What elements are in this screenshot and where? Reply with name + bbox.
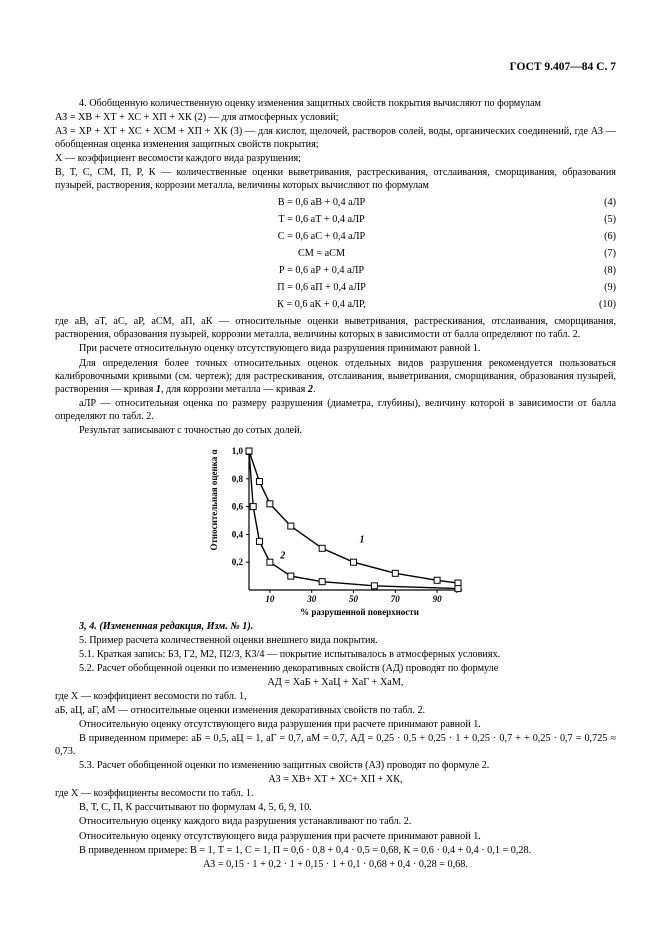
def-vars: В, Т, С, СМ, П, Р, К — количественные оц…: [55, 166, 616, 192]
chart-svg: 0,2 0,4 0,6 0,8 1,0 10 30 50 70 90 % разрушенной п…: [203, 443, 468, 618]
equation-7-text: СМ = аСМ: [55, 247, 588, 260]
def-x: Х — коэффициент весомости каждого вида р…: [55, 152, 616, 165]
page-header: ГОСТ 9.407—84 С. 7: [55, 60, 616, 75]
after-formula-4: аЛР — относительная оценка по размеру ра…: [55, 397, 616, 423]
equation-5-num: (5): [588, 213, 616, 226]
equation-10-text: К = 0,6 аК + 0,4 аЛР,: [55, 298, 588, 311]
para-5-3-rel: Относительную оценку каждого вида разруш…: [55, 815, 616, 828]
para-5-3-v: В, Т, С, П, К рассчитывают по формулам 4…: [55, 801, 616, 814]
calibration-chart: 0,2 0,4 0,6 0,8 1,0 10 30 50 70 90 % разрушенной п…: [55, 443, 616, 618]
svg-text:10: 10: [265, 594, 275, 604]
equation-7: СМ = аСМ (7): [55, 247, 616, 260]
svg-text:90: 90: [433, 594, 443, 604]
svg-text:2: 2: [279, 550, 285, 561]
equation-9-num: (9): [588, 281, 616, 294]
equation-4: В = 0,6 аВ + 0,4 аЛР (4): [55, 196, 616, 209]
svg-text:70: 70: [391, 594, 401, 604]
equation-6-text: С = 0,6 аС + 0,4 аЛР: [55, 230, 588, 243]
equation-4-num: (4): [588, 196, 616, 209]
para-5-2-note2: В приведенном примере: аБ = 0,5, аЦ = 1,…: [55, 732, 616, 758]
curve-text-part1: Для определения более точных относительн…: [55, 358, 616, 395]
after-formula-3: Для определения более точных относительн…: [55, 357, 616, 396]
equation-8-text: Р = 0,6 аР + 0,4 аЛР: [55, 264, 588, 277]
equation-9-text: П = 0,6 аП + 0,4 аЛР: [55, 281, 588, 294]
equation-6-num: (6): [588, 230, 616, 243]
svg-text:0,2: 0,2: [232, 557, 244, 567]
para-4-intro: 4. Обобщенную количественную оценку изме…: [55, 97, 616, 110]
para-5-3-x: где Х — коэффициенты весомости по табл. …: [55, 787, 616, 800]
ad-formula: АД = ХаБ + ХаЦ + ХаГ + ХаМ,: [55, 676, 616, 689]
svg-text:50: 50: [349, 594, 359, 604]
az-formula: АЗ = ХВ+ ХТ + ХС+ ХП + ХК,: [55, 773, 616, 786]
equation-8: Р = 0,6 аР + 0,4 аЛР (8): [55, 264, 616, 277]
para-5-1: 5.1. Краткая запись: Б3, Г2, М2, П2/3, К…: [55, 648, 616, 661]
formula-a3-liquid: АЗ = ХР + ХТ + ХС + ХСМ + ХП + ХК (3) — …: [55, 125, 616, 151]
equation-6: С = 0,6 аС + 0,4 аЛР (6): [55, 230, 616, 243]
para-5-2-note1: Относительную оценку отсутствующего вида…: [55, 718, 616, 731]
para-5-3-note1: Относительную оценку отсутствующего вида…: [55, 830, 616, 843]
para-5-2: 5.2. Расчет обобщенной оценки по изменен…: [55, 662, 616, 675]
changed-edition: 3, 4. (Измененная редакция, Изм. № 1).: [55, 620, 616, 633]
equation-9: П = 0,6 аП + 0,4 аЛР (9): [55, 281, 616, 294]
after-formula-2: При расчете относительную оценку отсутст…: [55, 342, 616, 355]
equation-10-num: (10): [588, 298, 616, 311]
equation-7-num: (7): [588, 247, 616, 260]
curve-text-part3: .: [313, 384, 316, 395]
equation-5: Т = 0,6 аТ + 0,4 аЛР (5): [55, 213, 616, 226]
svg-text:0,8: 0,8: [232, 474, 244, 484]
para-5: 5. Пример расчета количественной оценки …: [55, 634, 616, 647]
svg-text:1: 1: [360, 534, 365, 545]
equation-10: К = 0,6 аК + 0,4 аЛР, (10): [55, 298, 616, 311]
equation-4-text: В = 0,6 аВ + 0,4 аЛР: [55, 196, 588, 209]
para-5-3-note3: АЗ = 0,15 · 1 + 0,2 · 1 + 0,15 · 1 + 0,1…: [55, 858, 616, 871]
svg-text:% разрушенной поверхности: % разрушенной поверхности: [300, 607, 419, 617]
para-5-3: 5.3. Расчет обобщенной оценки по изменен…: [55, 759, 616, 772]
svg-text:Относительная оценка α: Относительная оценка α: [209, 449, 219, 550]
after-formula-5: Результат записывают с точностью до соты…: [55, 424, 616, 437]
svg-text:0,6: 0,6: [232, 501, 244, 511]
para-5-2-ab: аБ, аЦ, аГ, аМ — относительные оценки из…: [55, 704, 616, 717]
equation-8-num: (8): [588, 264, 616, 277]
curve-text-part2: , для коррозии металла — кривая: [161, 384, 308, 395]
svg-text:30: 30: [306, 594, 317, 604]
formula-a3-atm: АЗ = ХВ + ХТ + ХС + ХП + ХК (2) — для ат…: [55, 111, 616, 124]
equation-5-text: Т = 0,6 аТ + 0,4 аЛР: [55, 213, 588, 226]
para-5-3-note2: В приведенном примере: В = 1, Т = 1, С =…: [55, 844, 616, 857]
after-formula-1: где аВ, аТ, аС, аР, аСМ, аП, аК — относи…: [55, 315, 616, 341]
svg-text:1,0: 1,0: [232, 446, 244, 456]
svg-text:0,4: 0,4: [232, 529, 244, 539]
para-5-2-x: где Х — коэффициент весомости по табл. 1…: [55, 690, 616, 703]
